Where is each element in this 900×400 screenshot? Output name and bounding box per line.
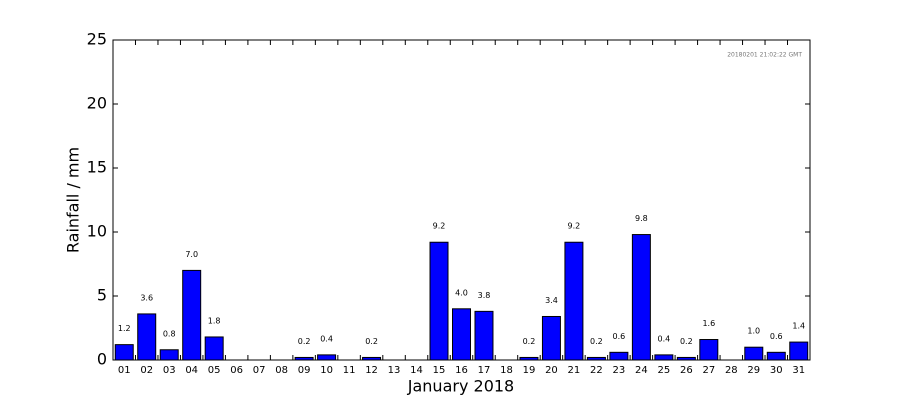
bar bbox=[789, 341, 809, 361]
value-label: 0.6 bbox=[613, 332, 626, 341]
y-tick-label: 0 bbox=[97, 350, 107, 369]
value-label: 9.2 bbox=[433, 222, 446, 231]
bar bbox=[429, 241, 449, 361]
x-tick-label: 02 bbox=[140, 365, 153, 376]
bar bbox=[699, 339, 719, 361]
value-label: 3.4 bbox=[545, 296, 558, 305]
x-tick-label: 06 bbox=[230, 365, 243, 376]
value-label: 9.2 bbox=[568, 222, 581, 231]
bar bbox=[452, 308, 471, 361]
x-tick-label: 17 bbox=[478, 365, 491, 376]
x-tick-label: 14 bbox=[410, 365, 423, 376]
x-tick-label: 16 bbox=[455, 365, 468, 376]
bar bbox=[182, 269, 202, 361]
x-tick-label: 21 bbox=[568, 365, 581, 376]
value-label: 0.2 bbox=[523, 337, 536, 346]
value-label: 0.4 bbox=[657, 334, 670, 343]
value-label: 1.4 bbox=[792, 322, 805, 331]
value-label: 0.2 bbox=[298, 337, 311, 346]
x-tick-label: 12 bbox=[365, 365, 378, 376]
x-tick-label: 10 bbox=[320, 365, 333, 376]
x-tick-label: 19 bbox=[523, 365, 536, 376]
x-tick-label: 07 bbox=[253, 365, 266, 376]
value-label: 1.6 bbox=[702, 319, 715, 328]
bar bbox=[474, 310, 494, 361]
timestamp: 20180201 21:02:22 GMT bbox=[727, 52, 802, 59]
x-tick-label: 27 bbox=[702, 365, 715, 376]
plot-frame bbox=[112, 39, 811, 361]
x-tick-label: 15 bbox=[433, 365, 446, 376]
x-tick-label: 01 bbox=[118, 365, 131, 376]
value-label: 3.8 bbox=[478, 291, 491, 300]
bar bbox=[204, 336, 224, 361]
bar bbox=[541, 315, 561, 361]
value-label: 0.4 bbox=[320, 334, 333, 343]
bar bbox=[564, 241, 584, 361]
value-label: 1.2 bbox=[118, 324, 131, 333]
x-tick-label: 20 bbox=[545, 365, 558, 376]
value-label: 7.0 bbox=[185, 250, 198, 259]
x-tick-label: 25 bbox=[657, 365, 670, 376]
x-tick-label: 22 bbox=[590, 365, 603, 376]
x-tick-label: 28 bbox=[725, 365, 738, 376]
value-label: 0.2 bbox=[590, 337, 603, 346]
x-tick-label: 30 bbox=[770, 365, 783, 376]
x-tick-label: 31 bbox=[792, 365, 805, 376]
value-label: 1.8 bbox=[208, 316, 221, 325]
y-axis-label: Rainfall / mm bbox=[64, 147, 83, 253]
bar bbox=[631, 234, 651, 361]
x-tick-label: 09 bbox=[298, 365, 311, 376]
bar bbox=[159, 349, 179, 361]
y-tick-label: 5 bbox=[97, 286, 107, 305]
bar bbox=[317, 354, 337, 361]
bar bbox=[609, 351, 629, 361]
bar bbox=[766, 351, 786, 361]
x-tick-label: 26 bbox=[680, 365, 693, 376]
x-tick-label: 24 bbox=[635, 365, 648, 376]
value-label: 9.8 bbox=[635, 214, 648, 223]
x-tick-label: 18 bbox=[500, 365, 513, 376]
x-tick-label: 11 bbox=[343, 365, 356, 376]
value-label: 0.8 bbox=[163, 329, 176, 338]
x-tick-label: 29 bbox=[747, 365, 760, 376]
y-tick-label: 10 bbox=[87, 222, 107, 241]
bar bbox=[114, 344, 134, 361]
value-label: 3.6 bbox=[140, 293, 153, 302]
x-axis-label: January 2018 bbox=[407, 377, 514, 396]
x-tick-label: 08 bbox=[275, 365, 288, 376]
bar bbox=[744, 346, 764, 361]
y-tick-label: 25 bbox=[87, 30, 107, 49]
bar bbox=[137, 313, 157, 361]
x-tick-label: 04 bbox=[185, 365, 198, 376]
value-label: 0.2 bbox=[680, 337, 693, 346]
value-label: 0.6 bbox=[770, 332, 783, 341]
x-tick-label: 05 bbox=[208, 365, 221, 376]
bar bbox=[654, 354, 674, 361]
value-label: 1.0 bbox=[747, 327, 760, 336]
y-tick-label: 15 bbox=[87, 158, 107, 177]
value-label: 4.0 bbox=[455, 288, 468, 297]
value-label: 0.2 bbox=[365, 337, 378, 346]
x-tick-label: 03 bbox=[163, 365, 176, 376]
y-tick-label: 20 bbox=[87, 94, 107, 113]
x-tick-label: 13 bbox=[388, 365, 401, 376]
x-tick-label: 23 bbox=[613, 365, 626, 376]
